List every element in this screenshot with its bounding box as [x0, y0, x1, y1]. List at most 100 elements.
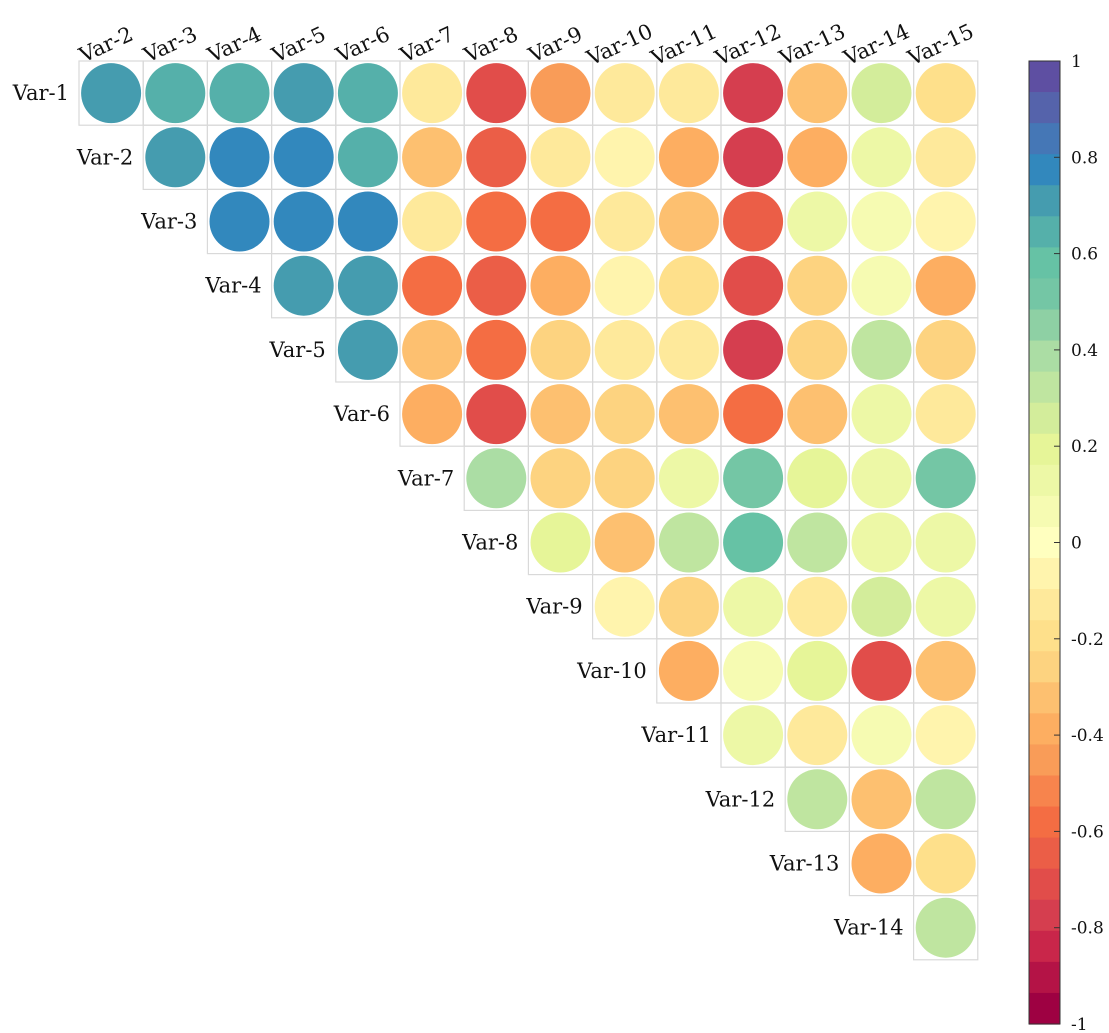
correlation-circle: [915, 705, 976, 766]
colorbar-tick-label: 0.2: [1071, 437, 1098, 457]
correlation-circle: [915, 255, 976, 316]
correlation-circle: [851, 255, 912, 316]
correlation-circle: [787, 384, 848, 445]
correlation-circle: [145, 63, 206, 124]
correlation-circle: [915, 833, 976, 894]
correlation-circle: [915, 769, 976, 830]
row-label: Var-12: [705, 787, 776, 811]
colorbar-segment: [1029, 651, 1060, 683]
row-label: Var-13: [769, 852, 840, 876]
correlation-circle: [851, 448, 912, 509]
correlation-circle: [915, 384, 976, 445]
correlation-circle: [594, 63, 655, 124]
correlation-circle: [594, 448, 655, 509]
row-label: Var-14: [833, 916, 904, 940]
correlation-circle: [594, 512, 655, 573]
colorbar-segment: [1029, 216, 1060, 248]
correlation-circle: [851, 576, 912, 637]
row-label: Var-4: [204, 274, 261, 298]
colorbar-segment: [1029, 837, 1060, 870]
colorbar-segment: [1029, 278, 1060, 311]
row-label: Var-11: [640, 723, 711, 747]
correlation-circle: [658, 319, 719, 380]
correlation-circle: [915, 448, 976, 509]
correlation-circle: [723, 255, 784, 316]
colorbar-tick-label: 0.4: [1071, 341, 1098, 361]
correlation-circle: [851, 640, 912, 701]
correlation-circle: [273, 127, 334, 188]
correlation-circle: [658, 448, 719, 509]
colorbar-tick-label: -0.4: [1071, 726, 1104, 746]
column-labels: Var-2 Var-3 Var-4 Var-5 Var-6 Var-7 Var-8 Var-9…: [75, 19, 978, 71]
correlation-circle: [658, 255, 719, 316]
correlation-circle: [466, 127, 527, 188]
correlation-circle: [658, 127, 719, 188]
row-label: Var-5: [269, 338, 326, 362]
correlation-circle: [402, 255, 463, 316]
correlation-circle: [466, 319, 527, 380]
correlation-circle: [787, 705, 848, 766]
colorbar-segment: [1029, 992, 1060, 1025]
correlation-circle: [787, 63, 848, 124]
correlation-circle: [530, 255, 591, 316]
correlation-circle: [915, 127, 976, 188]
correlation-circle: [658, 191, 719, 252]
colorbar-segment: [1029, 930, 1060, 963]
colorbar-tick-label: -0.8: [1071, 919, 1104, 939]
correlation-circle: [530, 448, 591, 509]
colorbar-segment: [1029, 340, 1060, 373]
correlation-circle: [273, 255, 334, 316]
column-label: Var-15: [903, 19, 977, 71]
colorbar-ticks: 1 0.8 0.6 0.4 0.2 0 -0.2 -0.4 -0.6 -0.8 -1: [1054, 52, 1104, 1033]
correlation-circle: [915, 576, 976, 637]
row-label: Var-2: [76, 145, 133, 169]
colorbar-segment: [1029, 185, 1060, 217]
correlation-circle: [273, 191, 334, 252]
colorbar-segment: [1029, 744, 1060, 777]
correlation-circle: [851, 319, 912, 380]
correlation-circle: [787, 769, 848, 830]
correlation-circle: [723, 127, 784, 188]
correlation-circle: [787, 512, 848, 573]
correlation-circle: [915, 319, 976, 380]
column-label: Var-12: [711, 19, 785, 71]
correlation-circle: [594, 319, 655, 380]
row-label: Var-3: [140, 210, 197, 234]
colorbar-segment: [1029, 433, 1060, 466]
correlation-circle: [787, 319, 848, 380]
column-label: Var-11: [646, 19, 720, 71]
correlation-circle: [337, 319, 398, 380]
colorbar-segment: [1029, 558, 1060, 590]
colorbar-segment: [1029, 589, 1060, 621]
correlation-circle: [466, 191, 527, 252]
correlation-circle: [402, 319, 463, 380]
correlation-circle: [658, 512, 719, 573]
colorbar-tick-label: 0.6: [1071, 245, 1098, 265]
correlation-circle: [594, 191, 655, 252]
colorbar-segment: [1029, 806, 1060, 839]
colorbar-segment: [1029, 495, 1060, 528]
column-label: Var-13: [775, 19, 849, 71]
correlation-circle: [209, 191, 270, 252]
colorbar-segment: [1029, 309, 1060, 342]
correlation-circle: [723, 63, 784, 124]
correlation-circle: [787, 127, 848, 188]
row-label: Var-10: [576, 659, 647, 683]
colorbar-segment: [1029, 713, 1060, 746]
correlation-circle: [787, 191, 848, 252]
correlation-circle: [337, 191, 398, 252]
correlation-circle: [723, 448, 784, 509]
correlation-circle: [530, 384, 591, 445]
correlation-circle: [530, 63, 591, 124]
correlation-circle: [658, 576, 719, 637]
colorbar-tick-label: 0: [1071, 534, 1082, 554]
correlation-circle: [466, 63, 527, 124]
colorbar-tick-label: 1: [1071, 52, 1082, 72]
correlation-circle: [851, 384, 912, 445]
correlation-circle: [851, 769, 912, 830]
colorbar-tick-label: -0.2: [1071, 630, 1104, 650]
correlation-circle: [594, 255, 655, 316]
correlation-circle: [530, 319, 591, 380]
colorbar-segment: [1029, 371, 1060, 404]
